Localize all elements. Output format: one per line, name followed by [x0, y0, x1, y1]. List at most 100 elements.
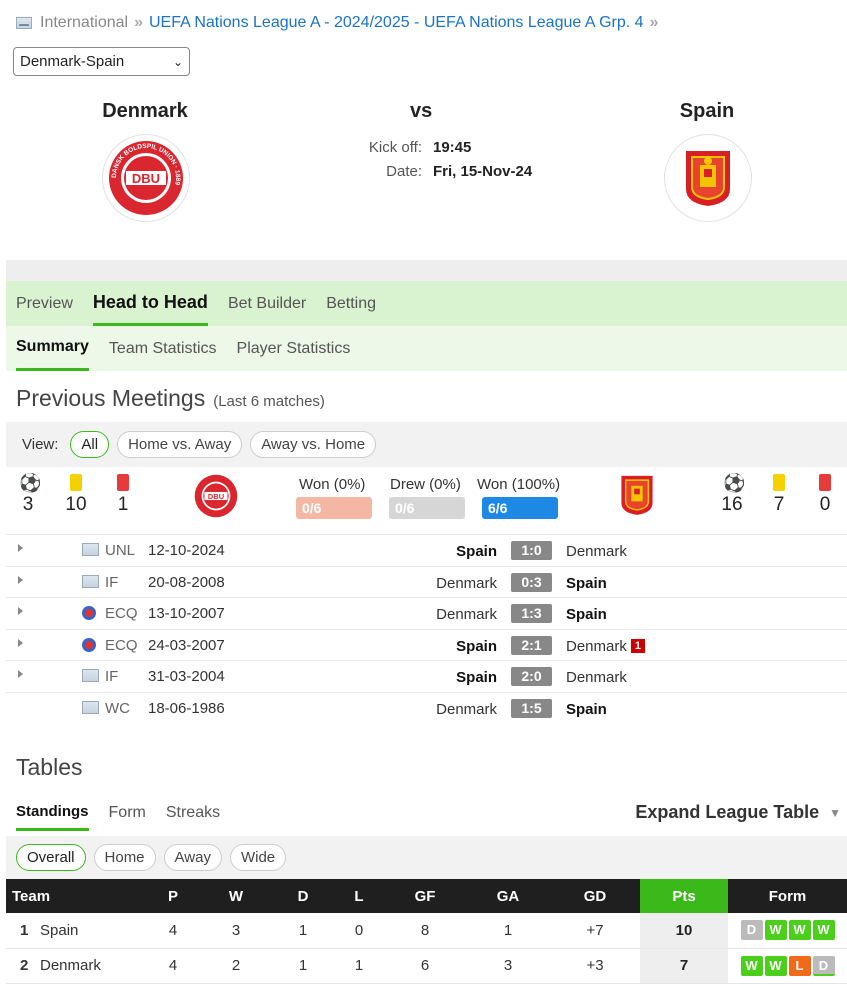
col-form[interactable]: Form	[728, 879, 847, 913]
tab-team-statistics[interactable]: Team Statistics	[108, 339, 217, 357]
meeting-date: 20-08-2008	[148, 573, 225, 591]
col-team[interactable]: Team	[6, 879, 146, 913]
tab-summary[interactable]: Summary	[16, 326, 89, 371]
meeting-row[interactable]: IF 31-03-2004 Spain 2:0 Denmark	[6, 660, 847, 691]
tab-streaks[interactable]: Streaks	[165, 804, 221, 821]
col-p[interactable]: P	[146, 879, 200, 913]
tab-standings[interactable]: Standings	[16, 795, 89, 831]
home-team-name[interactable]: Denmark	[102, 100, 188, 122]
rfef-logo-icon	[621, 475, 653, 515]
filter-overall[interactable]: Overall	[16, 844, 86, 871]
meeting-home-team[interactable]: Spain	[456, 543, 497, 560]
points: 10	[640, 913, 728, 949]
meeting-score[interactable]: 1:5	[511, 698, 552, 718]
meeting-score[interactable]: 1:0	[511, 541, 552, 560]
meeting-away-team[interactable]: Spain	[566, 606, 607, 623]
away-team-name[interactable]: Spain	[679, 100, 735, 122]
tab-bet-builder[interactable]: Bet Builder	[227, 294, 307, 312]
home-team-crest[interactable]: DBU DANSK BOLDSPIL UNION · 1889	[102, 134, 190, 222]
col-gd[interactable]: GD	[550, 879, 640, 913]
tab-head-to-head[interactable]: Head to Head	[92, 281, 208, 326]
meeting-row[interactable]: ECQ 24-03-2007 Spain 2:1 Denmark 1	[6, 628, 847, 660]
form-badge[interactable]: D	[740, 920, 763, 941]
filter-home[interactable]: Home	[93, 844, 156, 871]
meeting-score[interactable]: 2:1	[511, 635, 552, 655]
expand-arrow-icon[interactable]	[18, 638, 23, 647]
filter-wide[interactable]: Wide	[229, 844, 287, 871]
meeting-row[interactable]: UNL 12-10-2024 Spain 1:0 Denmark	[6, 534, 847, 565]
rfef-logo-icon	[686, 151, 730, 206]
meeting-home-team[interactable]: Denmark	[436, 574, 497, 592]
filter-all[interactable]: All	[70, 431, 110, 458]
goal-difference: +3	[550, 948, 640, 984]
tab-betting[interactable]: Betting	[326, 294, 377, 312]
match-select-value: Denmark-Spain	[20, 53, 125, 70]
filter-home-vs-away[interactable]: Home vs. Away	[117, 431, 243, 458]
expand-arrow-icon[interactable]	[18, 575, 23, 584]
meeting-away-team[interactable]: Denmark	[566, 543, 627, 560]
meeting-score[interactable]: 1:3	[511, 604, 552, 623]
expand-arrow-icon[interactable]	[18, 670, 23, 678]
meeting-home-team[interactable]: Denmark	[436, 700, 497, 718]
team-name[interactable]: Denmark	[40, 957, 101, 974]
form-badge[interactable]: W	[764, 955, 787, 976]
col-ga[interactable]: GA	[466, 879, 550, 913]
meeting-away-team[interactable]: Spain	[566, 700, 607, 718]
table-row[interactable]: 1 Spain 4 3 1 0 8 1 +7 10 D W W W	[6, 913, 847, 949]
meeting-home-team[interactable]: Denmark	[436, 606, 497, 623]
meeting-row[interactable]: IF 20-08-2008 Denmark 0:3 Spain	[6, 565, 847, 597]
meeting-score[interactable]: 2:0	[511, 667, 552, 686]
away-crest-small[interactable]	[620, 473, 654, 521]
table-filter-bar: Overall Home Away Wide	[6, 836, 847, 879]
meeting-home-team[interactable]: Spain	[456, 637, 497, 655]
breadcrumb-separator-icon: »	[649, 14, 659, 31]
match-select[interactable]: Denmark-Spain ⌄	[13, 47, 190, 76]
drawn: 1	[272, 948, 334, 984]
away-team-crest[interactable]	[664, 134, 752, 222]
filter-away[interactable]: Away	[163, 844, 222, 871]
meeting-away-team[interactable]: Denmark	[566, 637, 627, 655]
home-yellow-count: 10	[65, 494, 87, 515]
standings-table: Team P W D L GF GA GD Pts Form 1 Spain 4 3 1…	[6, 879, 847, 984]
goals-for: 8	[384, 913, 466, 949]
meeting-home-team[interactable]: Spain	[456, 669, 497, 686]
form-badge[interactable]: W	[812, 920, 835, 941]
expand-arrow-icon[interactable]	[18, 544, 23, 552]
meeting-away-team[interactable]: Spain	[566, 574, 607, 592]
home-crest-small[interactable]: DBU	[193, 473, 239, 523]
team-name[interactable]: Spain	[40, 921, 79, 939]
col-w[interactable]: W	[200, 879, 272, 913]
breadcrumb-competition-link[interactable]: UEFA Nations League A - 2024/2025 - UEFA…	[148, 14, 644, 31]
tab-preview[interactable]: Preview	[16, 294, 73, 312]
col-pts[interactable]: Pts	[640, 879, 728, 913]
away-red-count: 0	[819, 494, 831, 515]
form-badge[interactable]: L	[788, 955, 811, 976]
form-badge[interactable]: W	[740, 955, 763, 976]
meeting-date: 13-10-2007	[148, 605, 225, 622]
form-badge[interactable]: W	[788, 920, 811, 941]
form-badge[interactable]: W	[764, 920, 787, 941]
expand-league-table-button[interactable]: Expand League Table ▼	[635, 802, 841, 823]
kickoff-label: Kick off:	[368, 139, 422, 156]
form-badge[interactable]: D	[812, 955, 835, 976]
tab-form[interactable]: Form	[108, 804, 146, 821]
meeting-row[interactable]: ECQ 13-10-2007 Denmark 1:3 Spain	[6, 597, 847, 628]
table-row[interactable]: 2 Denmark 4 2 1 1 6 3 +3 7 W W L D	[6, 948, 847, 984]
points: 7	[640, 948, 728, 984]
draw-label: Drew (0%)	[390, 476, 461, 493]
col-d[interactable]: D	[272, 879, 334, 913]
tab-player-statistics[interactable]: Player Statistics	[236, 339, 351, 357]
filter-away-vs-home[interactable]: Away vs. Home	[250, 431, 377, 458]
col-l[interactable]: L	[334, 879, 384, 913]
goals-icon: ⚽	[723, 473, 746, 493]
uefa-logo-icon	[82, 637, 96, 652]
col-gf[interactable]: GF	[384, 879, 466, 913]
meeting-score[interactable]: 0:3	[511, 572, 552, 592]
breadcrumb-root[interactable]: International	[40, 14, 129, 31]
played: 4	[146, 948, 200, 984]
expand-arrow-icon[interactable]	[18, 607, 23, 615]
meeting-away-team[interactable]: Denmark	[566, 669, 627, 686]
meeting-date: 18-06-1986	[148, 699, 225, 717]
